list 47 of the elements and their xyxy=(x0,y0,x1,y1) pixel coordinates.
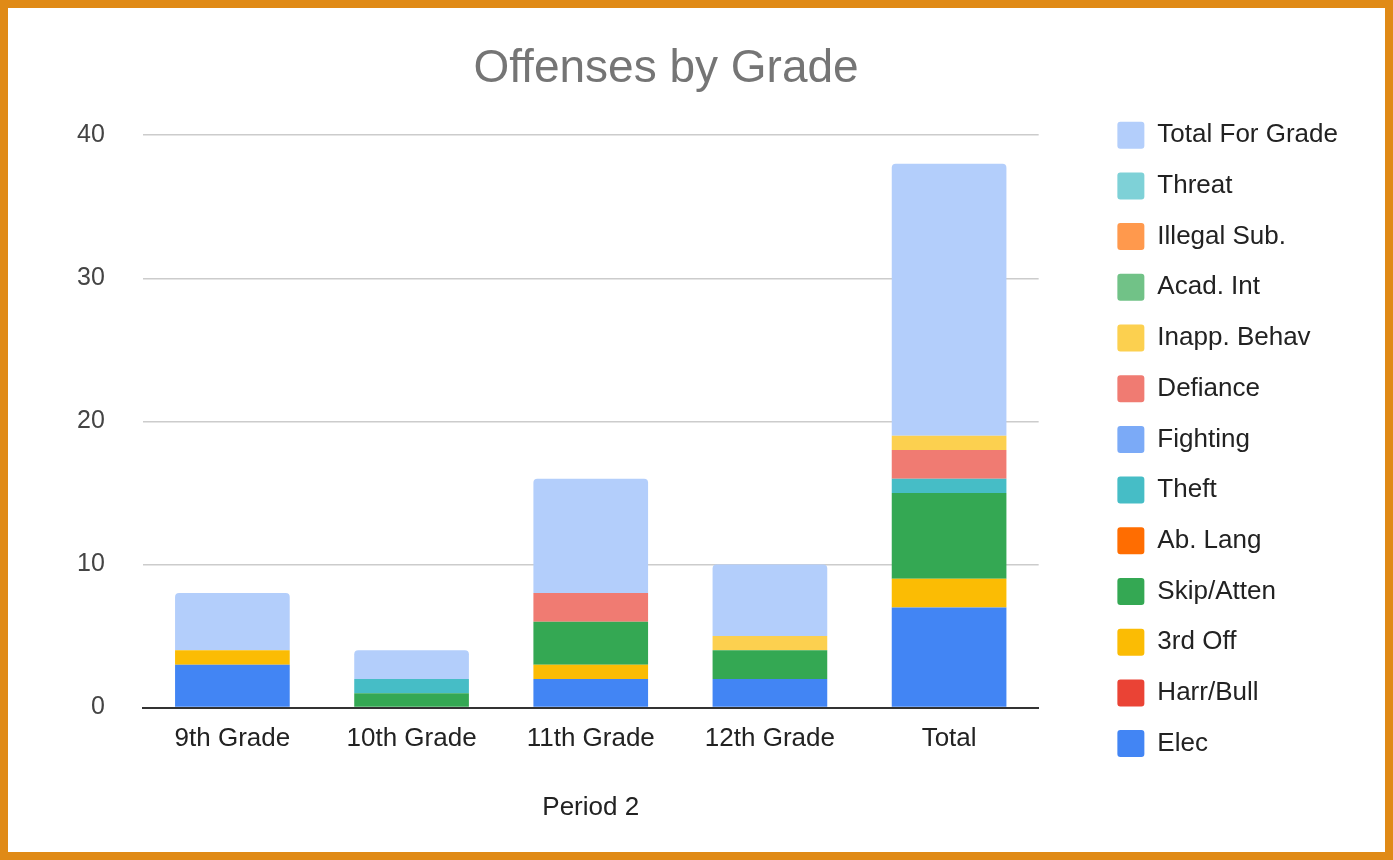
bar xyxy=(175,650,290,665)
bar xyxy=(533,593,649,622)
bar xyxy=(891,450,1007,479)
bar xyxy=(533,478,649,594)
y-tick-label: 0 xyxy=(90,691,105,720)
y-tick-label: 10 xyxy=(77,548,105,577)
bar xyxy=(533,621,649,665)
x-axis-title: Period 2 xyxy=(542,790,640,821)
bar xyxy=(891,435,1007,451)
y-tick-label: 20 xyxy=(77,405,105,434)
x-tick-label: 9th Grade xyxy=(174,722,291,753)
legend-label: Inapp. Behav xyxy=(1157,321,1311,352)
bar xyxy=(891,163,1007,436)
bar xyxy=(354,693,469,707)
bar xyxy=(891,478,1007,493)
bar xyxy=(891,607,1007,707)
bar xyxy=(533,678,649,707)
bar xyxy=(175,664,290,707)
legend-label: Total For Grade xyxy=(1157,118,1339,149)
chart-title: Offenses by Grade xyxy=(473,40,859,93)
bar xyxy=(175,593,290,651)
bar xyxy=(712,564,828,637)
x-tick-label: Total xyxy=(921,722,977,753)
legend-label: Acad. Int xyxy=(1157,270,1261,301)
y-tick-label: 40 xyxy=(77,119,105,148)
bar xyxy=(712,678,828,707)
x-tick-label: 11th Grade xyxy=(526,722,655,753)
bar xyxy=(354,678,469,694)
legend-label: Threat xyxy=(1157,169,1234,200)
legend-label: Theft xyxy=(1157,473,1218,504)
legend-label: Elec xyxy=(1157,726,1208,757)
x-tick-label: 12th Grade xyxy=(704,722,835,753)
x-tick-label: 10th Grade xyxy=(346,722,477,753)
bar xyxy=(712,636,828,651)
legend-label: Harr/Bull xyxy=(1157,676,1259,707)
y-tick-label: 30 xyxy=(77,262,105,291)
legend-label: Fighting xyxy=(1157,422,1250,453)
legend-label: Illegal Sub. xyxy=(1157,219,1287,250)
bar xyxy=(712,650,828,679)
legend-label: Skip/Atten xyxy=(1157,574,1276,605)
bar xyxy=(891,578,1007,608)
bar xyxy=(891,492,1007,579)
bar xyxy=(354,650,469,679)
legend-label: Defiance xyxy=(1157,371,1260,402)
bar xyxy=(533,664,649,679)
legend-label: 3rd Off xyxy=(1157,625,1238,656)
legend-label: Ab. Lang xyxy=(1157,523,1262,554)
